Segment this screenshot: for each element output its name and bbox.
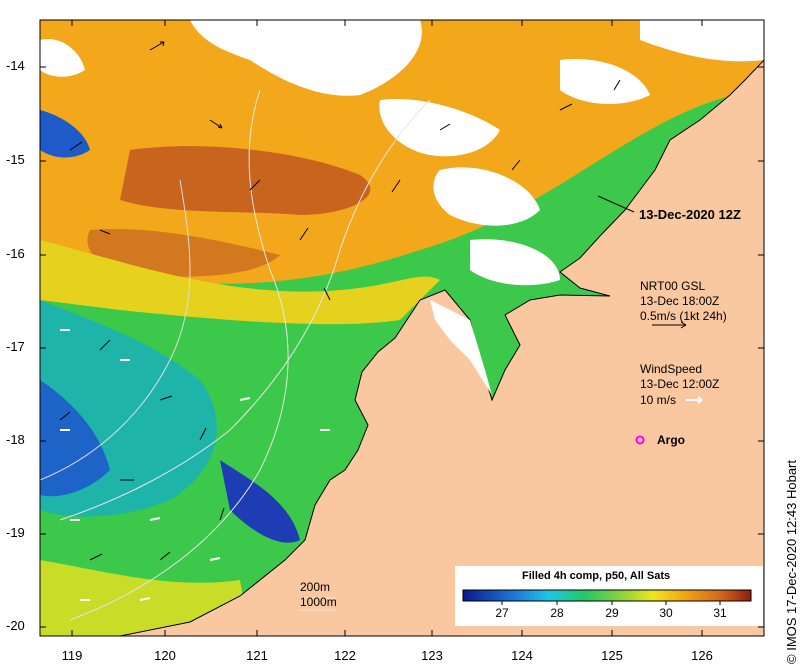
sst-yellow-band: [40, 240, 440, 325]
current-vectors: [59, 41, 621, 561]
lon-tick: 119: [61, 648, 83, 663]
sst-cold-patch-2: [40, 110, 90, 158]
lon-tick: 124: [511, 648, 533, 663]
contour-200m: [59, 99, 431, 521]
lat-tick: -19: [6, 525, 25, 540]
lat-tick: -16: [6, 246, 25, 261]
colorbar-tick: 31: [713, 606, 727, 620]
lat-tick: -20: [6, 618, 25, 633]
lat-tick: -15: [6, 152, 25, 167]
map-title: 13-Dec-2020 12Z: [639, 207, 741, 222]
estuary-cloud: [430, 300, 492, 395]
wind-vectors: [60, 329, 330, 601]
current-legend-time: 13-Dec 18:00Z: [640, 294, 720, 308]
lon-tick: 121: [246, 648, 268, 663]
colorbar-title: Filled 4h comp, p50, All Sats: [522, 570, 671, 582]
lon-tick: 125: [601, 648, 623, 663]
lat-tick: -18: [6, 432, 25, 447]
contour-extra: [40, 179, 191, 481]
sst-cold-patch: [40, 380, 110, 497]
argo-marker: [635, 435, 645, 445]
lat-tick: -17: [6, 339, 25, 354]
title-pointer: [597, 195, 635, 213]
contour-1000m: [69, 89, 289, 621]
lon-tick: 122: [334, 648, 356, 663]
wind-legend: WindSpeed 13-Dec 12:00Z: [640, 362, 719, 392]
plot-frame: [39, 19, 765, 637]
credit-line: IMOS 17-Dec-2020 12:43 Hobart: [784, 460, 799, 651]
wind-scale-arrow: [686, 396, 703, 404]
argo-label: Argo: [657, 433, 685, 447]
credit-text: © IMOS 17-Dec-2020 12:43 Hobart: [784, 460, 799, 664]
wind-legend-title: WindSpeed: [640, 362, 703, 376]
current-legend-title: NRT00 GSL: [640, 279, 706, 293]
lat-tick: -14: [6, 58, 25, 73]
colorbar-tick: 29: [605, 606, 619, 620]
copyright-symbol: ©: [784, 654, 799, 664]
colorbar-ticks: [501, 601, 721, 605]
cloud-mask: [40, 20, 764, 286]
colorbar-tick: 28: [550, 606, 564, 620]
contour-label-200m: 200m: [300, 580, 331, 594]
wind-legend-time: 13-Dec 12:00Z: [640, 377, 720, 391]
colorbar-tick: 27: [495, 606, 509, 620]
lon-tick: 123: [421, 648, 443, 663]
axis-ticks: [40, 20, 764, 636]
lon-tick: 126: [691, 648, 713, 663]
colorbar-tick: 30: [659, 606, 673, 620]
lon-tick: 120: [154, 648, 176, 663]
contour-label-1000m: 1000m: [300, 595, 337, 609]
wind-legend-scale: 10 m/s: [640, 393, 677, 407]
current-legend-scale: 0.5m/s (1kt 24h): [640, 309, 727, 323]
sst-shelf-blue: [220, 460, 300, 543]
sst-hot-core-2: [87, 229, 280, 277]
current-scale-arrow: [652, 321, 687, 329]
current-legend: NRT00 GSL 13-Dec 18:00Z 0.5m/s (1kt 24h): [640, 279, 727, 324]
colorbar-gradient: [462, 589, 752, 602]
